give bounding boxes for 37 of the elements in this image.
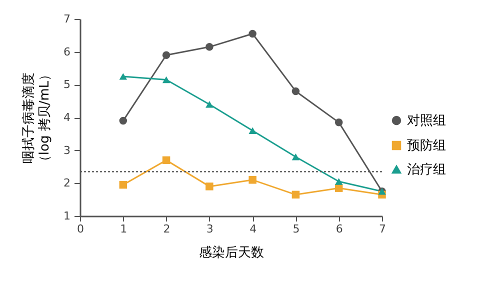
point: [206, 43, 214, 51]
x-tick-label: 3: [206, 222, 214, 236]
x-tick-label: 6: [336, 222, 343, 236]
y-tick-label: 3: [64, 144, 70, 157]
point: [119, 116, 128, 125]
point: [119, 180, 128, 189]
point: [248, 127, 256, 134]
point: [206, 101, 214, 108]
x-tick-label: 4: [250, 222, 257, 236]
point: [162, 51, 170, 59]
y-tick-label: 5: [64, 78, 70, 92]
y-tick-label: 1: [64, 210, 70, 222]
point: [119, 73, 128, 80]
y-tick-label: 7: [64, 12, 70, 26]
point: [206, 182, 214, 190]
x-tick-label: 5: [292, 222, 300, 236]
x-tick-label: 2: [163, 222, 170, 236]
y-tick-label: 6: [64, 45, 70, 58]
point: [334, 118, 343, 126]
point: [292, 154, 300, 160]
y-tick-label: 2: [64, 176, 70, 190]
point: [292, 87, 300, 96]
point: [162, 156, 170, 164]
x-tick-label: 0: [77, 222, 84, 236]
x-axis-title: 感染后天数: [199, 246, 264, 260]
legend-label: 预防组: [407, 138, 446, 154]
y-tick-label: 4: [64, 111, 70, 124]
legend-label: 治疗组: [407, 162, 446, 178]
point: [248, 30, 256, 38]
point: [292, 190, 300, 199]
legend-label: 对照组: [407, 114, 446, 128]
point: [248, 176, 256, 184]
point: [334, 178, 343, 185]
x-tick-label: 1: [120, 222, 128, 236]
y-axis-title: 咽拭子病毒滴度（log 拷贝/mL）: [20, 68, 52, 168]
point: [162, 76, 170, 84]
x-tick-label: 7: [379, 222, 386, 236]
